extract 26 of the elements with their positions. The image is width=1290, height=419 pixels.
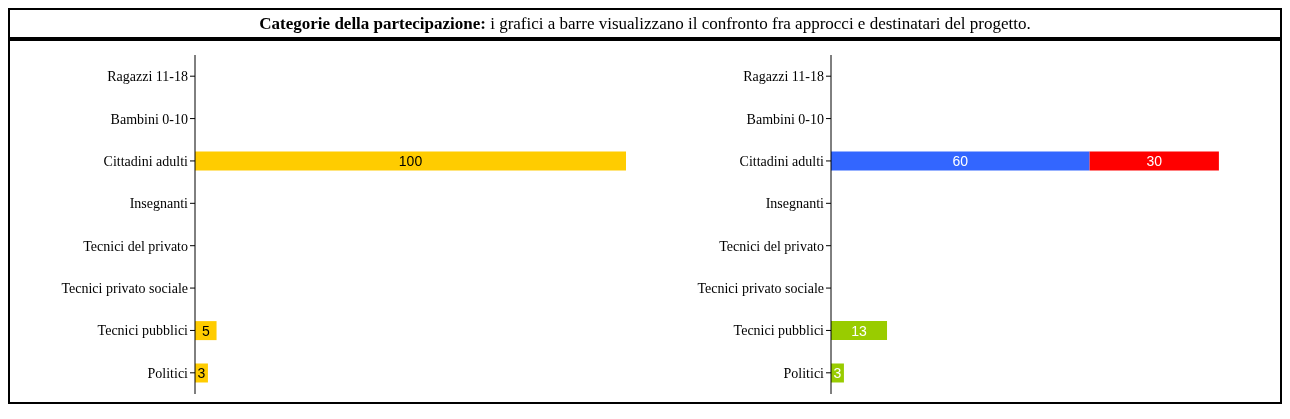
bar: [1089, 151, 1219, 171]
y-tick-label: Cittadini adulti: [739, 153, 825, 169]
data-label: 3: [833, 364, 842, 381]
y-tick-label: Tecnici pubblici: [97, 323, 189, 339]
y-tick-label: Tecnici pubblici: [733, 323, 825, 339]
y-tick-label: Politici: [147, 365, 189, 381]
y-tick-label: Bambini 0-10: [746, 111, 824, 127]
data-label: 3: [197, 364, 206, 381]
y-tick-label: Tecnici del privato: [83, 238, 188, 254]
y-tick-label: Ragazzi 11-18: [107, 69, 188, 85]
y-tick-label: Insegnanti: [129, 196, 189, 212]
y-tick-label: Bambini 0-10: [110, 111, 188, 127]
y-tick-label: Politici: [783, 365, 825, 381]
data-label: 60: [952, 153, 969, 170]
chart-title: Categorie della partecipazione: i grafici a barre visualizzano il confronto fra approcci e destinatari del progetto.: [10, 10, 1280, 41]
data-label: 13: [851, 322, 868, 339]
y-tick-label: Tecnici privato sociale: [61, 281, 188, 297]
data-label: 100: [398, 153, 423, 170]
y-tick-label: Ragazzi 11-18: [743, 69, 824, 85]
y-tick-label: Tecnici del privato: [719, 238, 824, 254]
data-label: 30: [1146, 153, 1163, 170]
y-tick-label: Insegnanti: [765, 196, 825, 212]
bar: [831, 151, 1090, 171]
y-tick-label: Tecnici privato sociale: [697, 281, 824, 297]
y-tick-label: Cittadini adulti: [103, 153, 189, 169]
data-label: 5: [201, 322, 210, 339]
